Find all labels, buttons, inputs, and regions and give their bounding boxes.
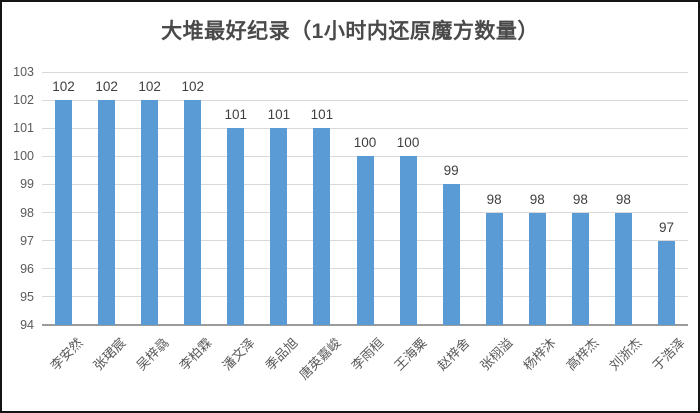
y-axis-tick-label: 100 [13,149,34,164]
y-axis-tick-label: 97 [20,233,34,248]
x-axis-category-label: 于浩泽 [649,335,689,374]
bar [98,100,116,325]
bar-value-label: 100 [396,135,420,151]
bar [442,184,460,325]
y-axis-tick-label: 99 [20,177,34,192]
y-axis-tick-label: 103 [13,65,34,79]
bar [55,100,73,325]
bar-value-label: 99 [443,163,459,179]
bar-value-label: 98 [572,191,588,207]
y-axis-tick-label: 98 [20,205,34,220]
x-axis-category-label: 季品旭 [262,335,301,374]
x-axis-category-label: 李安然 [46,335,86,374]
chart-title: 大堆最好纪录（1小时内还原魔方数量） [161,20,539,43]
y-gridline [42,127,688,129]
x-axis-category-label: 唐英嘉峻 [296,335,344,383]
x-axis-line [42,324,688,326]
bar-value-label: 102 [181,79,204,95]
x-axis-category-label: 杨梓沐 [520,335,559,374]
bar-value-label: 98 [486,191,502,207]
x-axis-category-label: 潘文泽 [219,335,258,374]
bar-value-label: 101 [310,107,334,123]
x-axis-category-label: 李柏霖 [176,335,215,374]
bar [184,100,202,325]
bar-value-label: 100 [353,135,377,151]
bar-value-label: 101 [267,107,291,123]
y-axis-tick-label: 94 [20,318,34,332]
bar-value-label: 101 [224,107,248,123]
bar-value-label: 98 [615,191,631,207]
bar [528,212,546,325]
x-axis-category-label: 王海粟 [391,335,430,374]
bar [270,128,288,325]
y-axis-tick-label: 101 [13,121,34,136]
bar [399,156,417,325]
x-axis-category-label: 张珺宸 [90,335,129,374]
bar [227,128,245,325]
x-axis-category-label: 吴梓骉 [133,335,172,374]
bar [485,212,503,325]
bar [571,212,589,325]
y-axis-tick-label: 96 [20,261,34,276]
y-gridline [42,99,688,101]
bar-value-label: 102 [138,79,161,95]
bar-value-label: 98 [529,191,545,207]
bar [141,100,159,325]
y-gridline [42,71,688,73]
y-axis-tick-label: 102 [13,93,34,108]
bar [356,156,374,325]
bar-value-label: 102 [52,79,75,95]
x-axis-category-label: 赵梓舍 [434,335,473,374]
x-axis-category-label: 张栩溢 [477,335,516,374]
y-axis-tick-label: 95 [20,289,34,304]
bar-value-label: 102 [95,79,118,95]
x-axis-category-label: 李雨桓 [348,335,387,374]
bar-value-label: 97 [658,219,674,235]
bar [614,212,632,325]
bar [313,128,331,325]
bar [657,240,675,325]
x-axis-category-label: 高梓杰 [563,335,602,374]
x-axis-category-label: 刘浙杰 [606,335,646,374]
